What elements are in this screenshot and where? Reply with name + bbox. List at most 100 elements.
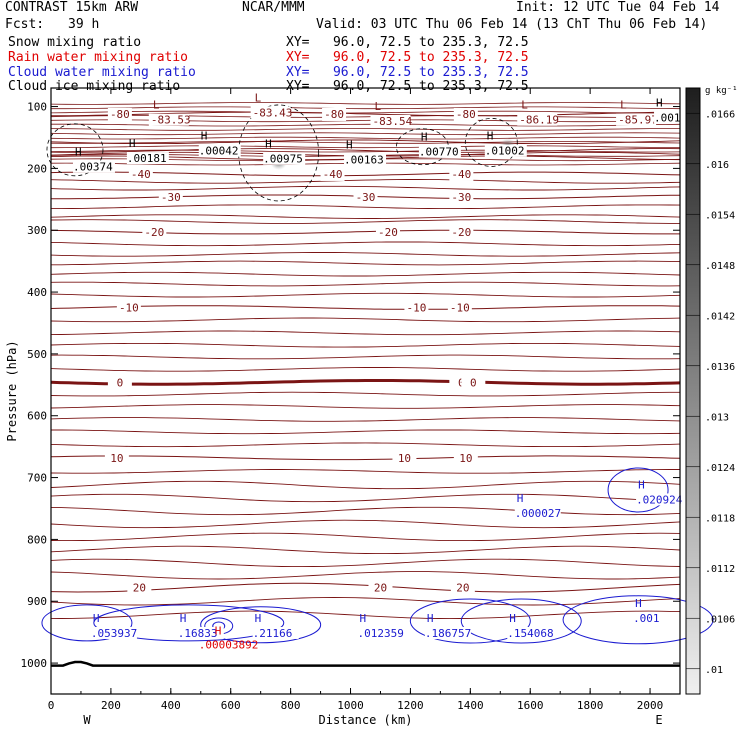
isotherm-line bbox=[50, 128, 680, 131]
isotherm-line bbox=[50, 506, 681, 516]
isotherm-line bbox=[50, 219, 680, 224]
isotherm-line bbox=[50, 185, 681, 191]
contour-label: 20 bbox=[133, 582, 146, 595]
low-value-bg bbox=[250, 106, 291, 119]
colorbar-label: .013 bbox=[705, 412, 729, 423]
contour-label: -20 bbox=[144, 226, 164, 239]
x-tick-label: 1000 bbox=[337, 699, 364, 712]
cloud-water-high-marker: H bbox=[517, 492, 524, 505]
field-cloud-ice-name: Cloud ice mixing ratio bbox=[8, 79, 181, 94]
field-cloud-water-name: Cloud water mixing ratio bbox=[8, 65, 196, 80]
y-tick-label: 900 bbox=[27, 595, 47, 608]
x-tick-label: 400 bbox=[161, 699, 181, 712]
x-tick-label: 200 bbox=[101, 699, 121, 712]
isotherm-line bbox=[51, 106, 681, 110]
contour-label-bg bbox=[404, 301, 429, 315]
isotherm-line bbox=[50, 102, 681, 105]
ice-high-value: .00770 bbox=[419, 145, 459, 158]
cloud-water-high-bg bbox=[633, 612, 680, 625]
colorbar-label: .0166 bbox=[705, 109, 735, 120]
x-tick-label: 0 bbox=[48, 699, 55, 712]
temperature-contour-10 bbox=[50, 455, 681, 461]
contour-label-bg bbox=[142, 226, 167, 240]
contour-label: -30 bbox=[356, 191, 376, 204]
isotherm-line bbox=[50, 469, 680, 474]
cloud-ice-contour bbox=[238, 104, 320, 202]
forecast-hours: 39 h bbox=[68, 17, 100, 32]
isotherm-line bbox=[50, 342, 681, 348]
contour-label-bg bbox=[453, 451, 478, 465]
contour-label-bg bbox=[104, 451, 129, 465]
cloud-water-high-bg bbox=[507, 626, 554, 639]
ice-high-value: .01002 bbox=[485, 145, 525, 158]
ice-high-bg bbox=[72, 160, 115, 173]
cloud-water-high-value: .154068 bbox=[507, 627, 553, 640]
cloud-water-high-bg bbox=[424, 626, 471, 639]
cloud-water-high-marker: H bbox=[509, 612, 516, 625]
isotherm-line bbox=[50, 330, 681, 336]
contour-label-bg bbox=[353, 190, 378, 204]
isotherm-line bbox=[51, 123, 681, 127]
colorbar-label: .0142 bbox=[705, 311, 735, 322]
cloud-water-high-bg bbox=[177, 626, 224, 639]
low-marker: L bbox=[620, 99, 627, 112]
cloud-water-high-value: .012359 bbox=[358, 627, 404, 640]
x-tick-label: 2000 bbox=[637, 699, 664, 712]
isotherm-line bbox=[50, 545, 681, 555]
cloud-water-contour bbox=[607, 467, 669, 513]
y-tick-label: 800 bbox=[27, 533, 47, 546]
x-tick-label: 1400 bbox=[457, 699, 484, 712]
cloud-water-contour bbox=[93, 604, 285, 642]
contour-label-bg bbox=[450, 581, 475, 595]
colorbar-label: .0154 bbox=[705, 210, 735, 221]
low-marker: L bbox=[521, 99, 528, 112]
cloud-water-high-bg bbox=[636, 493, 683, 506]
isotherm-line bbox=[50, 404, 681, 409]
cloud-water-contour bbox=[200, 606, 322, 644]
x-tick-label: 800 bbox=[281, 699, 301, 712]
contour-label: -40 bbox=[451, 168, 471, 181]
isotherm-line bbox=[50, 391, 680, 397]
low-value: -86.19 bbox=[519, 114, 559, 127]
isotherm-line bbox=[50, 179, 681, 184]
cloud-water-high-marker: H bbox=[635, 597, 642, 610]
temperature-contour-20 bbox=[50, 582, 681, 593]
ice-high-value: .00181 bbox=[127, 152, 167, 165]
plot-frame bbox=[50, 87, 681, 695]
contour-label-bg bbox=[449, 190, 474, 204]
temperature-contour--10 bbox=[50, 305, 681, 310]
contour-label: 0 bbox=[470, 376, 477, 389]
contour-label-bg bbox=[107, 376, 132, 390]
contour-label-bg bbox=[449, 167, 474, 181]
x-tick-label: 1200 bbox=[397, 699, 424, 712]
cloud-water-high-marker: H bbox=[427, 612, 434, 625]
cloud-water-high-value: .186757 bbox=[425, 627, 471, 640]
ice-high-value: .00042 bbox=[199, 145, 239, 158]
ice-high-marker: H bbox=[75, 146, 82, 159]
cloud-water-high-marker: H bbox=[93, 612, 100, 625]
contour-label: -80 bbox=[110, 108, 130, 121]
ice-high-value: .00163 bbox=[344, 153, 384, 166]
contour-label: 20 bbox=[374, 582, 387, 595]
y-axis-label: Pressure (hPa) bbox=[5, 340, 19, 441]
isotherm-line bbox=[50, 252, 681, 257]
isotherm-line bbox=[50, 141, 681, 144]
org-label: NCAR/MMM bbox=[242, 0, 305, 15]
isotherm-line bbox=[50, 292, 681, 298]
ice-high-marker: H bbox=[421, 130, 428, 143]
contour-label-bg bbox=[320, 167, 345, 181]
isotherm-line bbox=[51, 204, 681, 210]
ice-high-value: .00975 bbox=[263, 153, 303, 166]
cloud-ice-contour bbox=[46, 123, 104, 177]
ice-high-marker: H bbox=[487, 130, 494, 143]
rain-high-marker: H bbox=[215, 624, 222, 637]
y-tick-label: 700 bbox=[27, 472, 47, 485]
contour-label-bg bbox=[392, 451, 417, 465]
isotherm-line bbox=[50, 115, 681, 118]
low-value: -85.97 bbox=[618, 114, 658, 127]
isotherm-line bbox=[50, 317, 681, 323]
cloud-water-contour bbox=[460, 598, 582, 644]
isotherm-line bbox=[50, 110, 680, 114]
isotherm-line bbox=[50, 480, 681, 490]
